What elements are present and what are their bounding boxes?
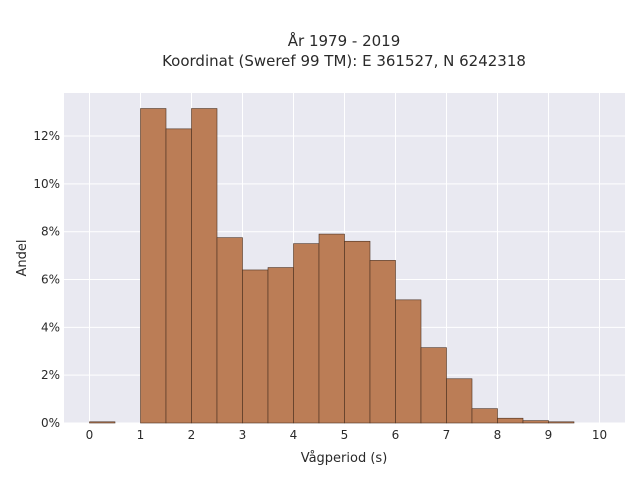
chart-title: År 1979 - 2019: [288, 31, 401, 50]
x-tick-label: 8: [494, 428, 502, 442]
histogram-bar: [395, 299, 422, 424]
bars: [89, 108, 575, 424]
x-tick-label: 3: [239, 428, 247, 442]
y-tick-label: 0%: [41, 416, 60, 430]
y-tick-label: 6%: [41, 273, 60, 287]
x-axis-ticks: 0 1 2 3 4 5 6 7 8 9 10: [86, 428, 607, 442]
x-tick-label: 2: [188, 428, 196, 442]
histogram-bar: [191, 108, 218, 424]
y-tick-label: 10%: [33, 177, 60, 191]
histogram-bar: [165, 128, 192, 424]
histogram-bar: [140, 108, 167, 424]
histogram-bar: [446, 378, 473, 424]
x-tick-label: 7: [443, 428, 451, 442]
x-tick-label: 4: [290, 428, 298, 442]
x-tick-label: 1: [137, 428, 145, 442]
x-tick-label: 5: [341, 428, 349, 442]
histogram-bar: [293, 243, 320, 424]
histogram-bar: [420, 347, 447, 424]
y-axis-ticks: 0% 2% 4% 6% 8% 10% 12%: [33, 129, 60, 430]
y-tick-label: 2%: [41, 368, 60, 382]
x-tick-label: 9: [545, 428, 553, 442]
histogram-bar: [267, 267, 294, 424]
histogram-bar: [369, 260, 396, 424]
histogram-bar: [344, 240, 371, 424]
x-axis-label: Vågperiod (s): [301, 451, 388, 466]
x-tick-label: 10: [592, 428, 607, 442]
histogram-bar: [89, 421, 116, 424]
histogram-bar: [242, 269, 269, 424]
histogram-bar: [522, 420, 549, 424]
histogram-bar: [216, 237, 243, 424]
histogram-bar: [318, 233, 345, 424]
chart-subtitle: Koordinat (Sweref 99 TM): E 361527, N 62…: [162, 52, 526, 70]
y-tick-label: 4%: [41, 320, 60, 334]
histogram-bar: [471, 408, 498, 424]
histogram-bar: [497, 417, 524, 424]
x-tick-label: 6: [392, 428, 400, 442]
y-tick-label: 8%: [41, 225, 60, 239]
histogram-bar: [548, 421, 575, 424]
x-tick-label: 0: [86, 428, 94, 442]
y-axis-label: Andel: [15, 240, 30, 277]
y-tick-label: 12%: [33, 129, 60, 143]
